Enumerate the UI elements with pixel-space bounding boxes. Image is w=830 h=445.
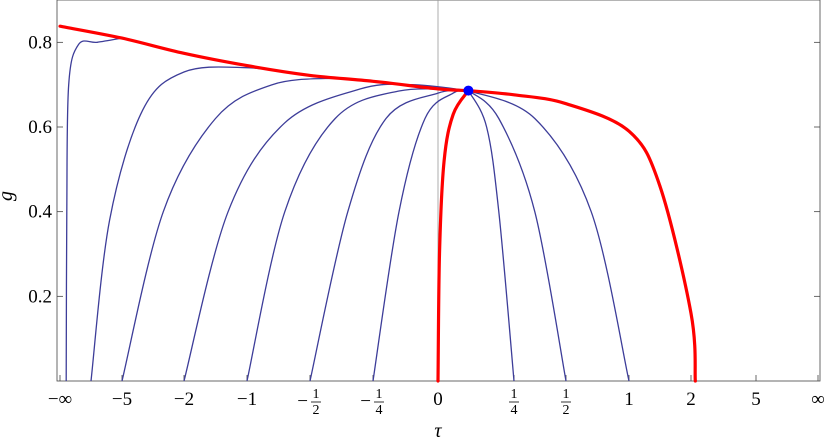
separatrix-curves (58, 24, 697, 383)
x-tick-label: ∞ (811, 389, 825, 410)
x-tick-label: 0 (433, 389, 443, 410)
flow-trajectory-line (309, 89, 469, 382)
flow-trajectory-line (90, 66, 311, 382)
x-tick-numerator: 1 (563, 387, 570, 402)
flow-trajectories (65, 37, 630, 382)
x-tick-fraction-label: −12 (297, 387, 321, 418)
x-tick-numerator: 1 (376, 387, 383, 402)
flow-trajectory-line (467, 90, 567, 382)
y-tick-label: 0.2 (28, 286, 52, 307)
x-tick-label: −5 (112, 389, 132, 410)
x-axis-title: τ (434, 420, 442, 442)
x-tick-denominator: 4 (511, 403, 518, 418)
flow-trajectory-line (65, 37, 123, 382)
x-tick-label: 1 (624, 389, 634, 410)
x-tick-denominator: 4 (376, 403, 383, 418)
flow-trajectory-line (467, 90, 515, 382)
flow-trajectory-line (246, 88, 469, 382)
separatrix-line (58, 24, 470, 93)
x-tick-label: −∞ (48, 389, 72, 410)
separatrix-line (436, 89, 470, 383)
y-tick-label: 0.8 (28, 32, 52, 53)
fixed-point-marker (463, 85, 474, 96)
y-axis-ticks: 0.2 0.4 0.6 0.8 (28, 32, 820, 307)
x-tick-label: −2 (174, 389, 194, 410)
x-tick-fraction-label: 14 (509, 387, 519, 418)
y-tick-label: 0.6 (28, 117, 52, 138)
y-axis-title: g (0, 191, 17, 201)
separatrix-line (466, 89, 697, 383)
x-tick-label: 5 (751, 389, 761, 410)
x-tick-numerator: 1 (313, 387, 320, 402)
x-tick-denominator: 2 (563, 403, 570, 418)
x-tick-sign: − (297, 391, 308, 412)
x-tick-label: −1 (237, 389, 257, 410)
flow-trajectory-line (468, 89, 630, 382)
flow-trajectory-line (372, 89, 469, 382)
x-tick-fraction-label: 12 (561, 387, 571, 418)
x-tick-label: 2 (686, 389, 696, 410)
x-tick-denominator: 2 (313, 403, 320, 418)
x-tick-numerator: 1 (511, 387, 518, 402)
x-tick-fraction-label: −14 (360, 387, 384, 418)
x-tick-sign: − (360, 391, 371, 412)
y-tick-label: 0.4 (28, 202, 52, 223)
flow-trajectory-line (121, 77, 374, 382)
